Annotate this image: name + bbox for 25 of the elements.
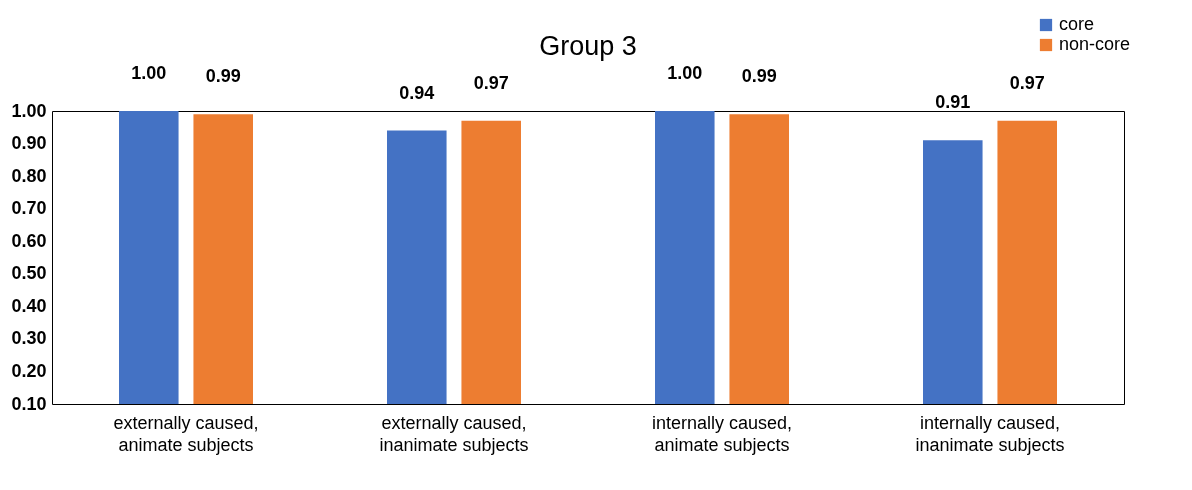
x-tick-label: internally caused, animate subjects xyxy=(651,412,793,455)
y-tick-label: 0.30 xyxy=(11,328,47,349)
data-label: 0.97 xyxy=(473,72,509,93)
x-tick-label: externally caused, animate subjects xyxy=(113,412,259,455)
y-tick-label: 0.80 xyxy=(11,165,47,186)
data-label: 0.99 xyxy=(205,66,241,87)
chart-title: Group 3 xyxy=(539,31,637,61)
x-tick-label: internally caused, inanimate subjects xyxy=(915,412,1065,455)
legend-label: core xyxy=(1059,14,1095,34)
y-tick-label: 0.20 xyxy=(11,360,47,381)
y-tick-label: 0.10 xyxy=(11,393,47,414)
y-tick-label: 0.60 xyxy=(11,230,47,251)
data-label: 1.00 xyxy=(667,63,703,83)
y-tick-label: 0.40 xyxy=(11,295,47,316)
legend-label: non-core xyxy=(1059,34,1131,54)
data-label: 0.99 xyxy=(741,66,777,87)
y-tick-label: 0.90 xyxy=(11,133,47,154)
y-tick-label: 0.70 xyxy=(11,198,47,219)
y-tick-label: 0.50 xyxy=(11,263,47,284)
data-label: 0.97 xyxy=(1009,72,1045,93)
data-label: 0.94 xyxy=(399,82,435,103)
data-label: 0.91 xyxy=(935,92,971,113)
data-label: 1.00 xyxy=(131,63,167,83)
y-tick-label: 1.00 xyxy=(11,100,47,121)
x-tick-label: externally caused, inanimate subjects xyxy=(379,412,529,455)
